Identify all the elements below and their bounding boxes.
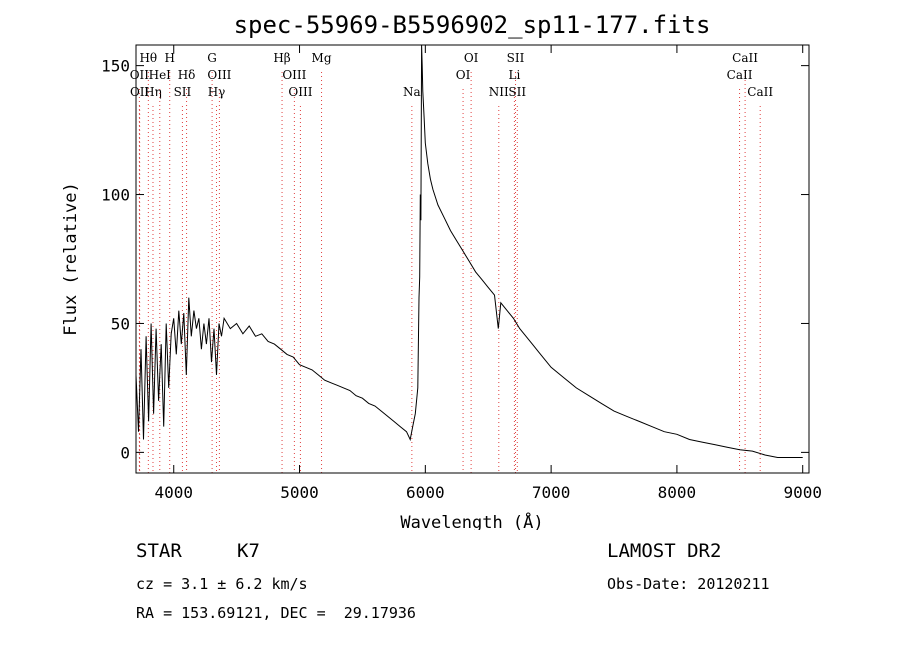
spectral-line-label: OII <box>130 85 150 99</box>
y-tick-label: 0 <box>120 443 130 462</box>
plot-frame <box>135 44 810 474</box>
spectral-line-label: OIII <box>288 85 312 99</box>
spectral-line-label: OIII <box>207 68 231 82</box>
coordinates: RA = 153.69121, DEC = 29.17936 <box>136 604 416 622</box>
spectral-line-label: CaII <box>747 85 773 99</box>
spectral-line-label: Hθ <box>139 51 157 65</box>
y-axis-label: Flux (relative) <box>61 182 81 336</box>
x-axis-label: Wavelength (Å) <box>400 511 543 530</box>
spectral-line-label: Na <box>403 85 421 99</box>
spectral-line-label: SII <box>508 85 526 99</box>
x-axis: 4000 5000 6000 7000 8000 9000 <box>154 45 822 502</box>
spectral-line-label: Mg <box>312 51 332 65</box>
y-axis: 0 50 100 150 <box>101 57 809 462</box>
spectrum-series-line <box>135 44 803 458</box>
spectral-line-label: OI <box>464 51 479 65</box>
object-class: STAR <box>136 540 182 562</box>
survey-name: LAMOST DR2 <box>607 540 722 562</box>
spectral-line-label: SII <box>507 51 525 65</box>
spectrum-chart: spec-55969-B5596902_sp11-177.fits Hθ OII O… <box>61 11 822 530</box>
spectral-line-label: Hγ <box>208 85 226 99</box>
x-tick-label: 7000 <box>532 483 571 502</box>
y-tick-label: 100 <box>101 186 130 205</box>
x-tick-label: 5000 <box>280 483 319 502</box>
spectral-line-label: H <box>164 51 174 65</box>
spectral-line-label: Li <box>508 68 520 82</box>
y-tick-label: 50 <box>111 314 130 333</box>
spectral-line-label: G <box>207 51 217 65</box>
spectral-line-label: OIII <box>282 68 306 82</box>
spectral-line-label: OI <box>456 68 471 82</box>
spectral-line-label: SII <box>174 85 192 99</box>
y-tick-label: 150 <box>101 57 130 76</box>
spectral-line-label: Hη <box>144 85 162 99</box>
spectral-line-markers: HθOIIOIIHηHeIHHδSIIGOIIIHγHβOIIIOIIIMgNa… <box>130 51 773 473</box>
x-tick-label: 9000 <box>783 483 822 502</box>
x-tick-label: 8000 <box>658 483 697 502</box>
obs-date: Obs-Date: 20120211 <box>607 575 770 593</box>
spectral-line-label: CaII <box>727 68 753 82</box>
spectral-line-label: CaII <box>732 51 758 65</box>
redshift-line: cz = 3.1 ± 6.2 km/s <box>136 575 308 593</box>
x-tick-label: 4000 <box>154 483 193 502</box>
chart-title: spec-55969-B5596902_sp11-177.fits <box>234 11 711 39</box>
spectral-line-label: HeI <box>149 68 172 82</box>
spectral-line-label: OII <box>130 68 150 82</box>
spectral-line-label: Hβ <box>273 51 290 65</box>
spectral-line-label: Hδ <box>178 68 196 82</box>
x-tick-label: 6000 <box>406 483 445 502</box>
object-subclass: K7 <box>237 540 260 562</box>
spectral-line-label: NII <box>489 85 509 99</box>
